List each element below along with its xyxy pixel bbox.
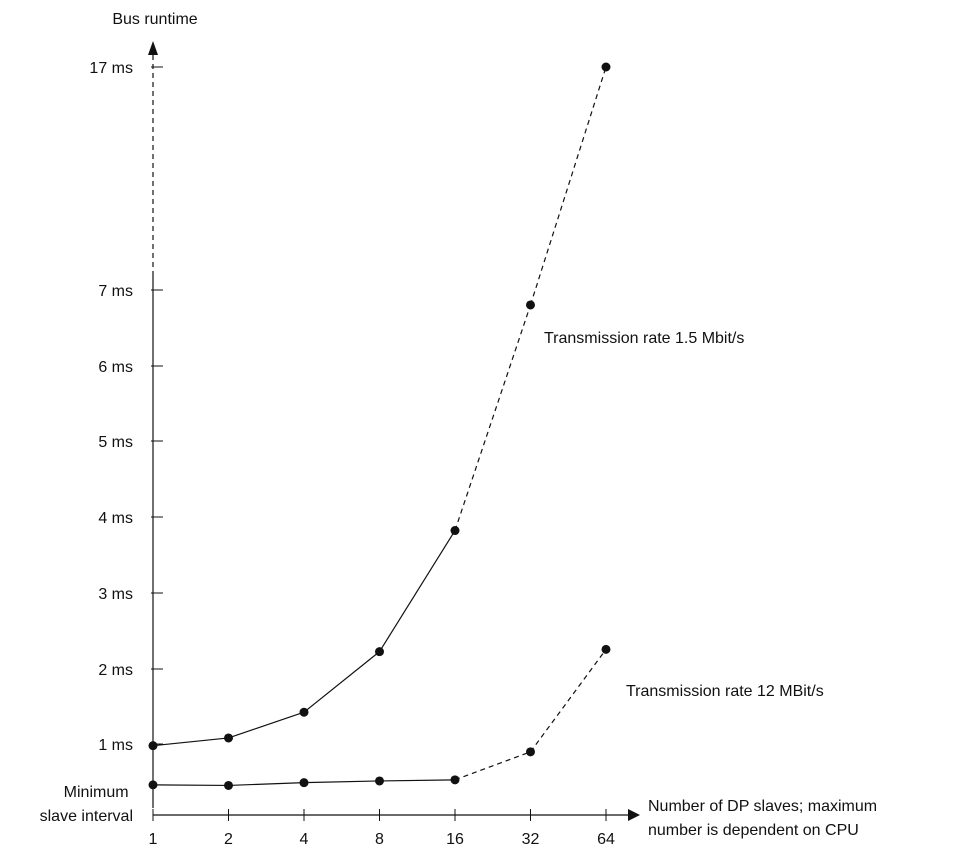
series-0-point	[601, 62, 611, 72]
series-label-12-mbit: Transmission rate 12 MBit/s	[626, 683, 824, 700]
y-tick-label: 1 ms	[98, 737, 133, 754]
y-ticks: 1 ms 2 ms 3 ms 4 ms 5 ms 6 ms 7 ms 17 ms	[89, 60, 163, 754]
y-min-label: Minimum slave interval	[40, 784, 133, 825]
series-layer	[148, 62, 611, 790]
y-axis-arrow	[148, 41, 158, 55]
series-1-segment	[454, 751, 531, 781]
y-tick-label: 7 ms	[98, 283, 133, 300]
series-0-segment	[152, 737, 229, 747]
y-tick-label: 5 ms	[98, 434, 133, 451]
y-tick-label: 2 ms	[98, 662, 133, 679]
x-ticks: 1 2 4 8 16 32 64	[149, 809, 615, 848]
series-1-point	[224, 780, 233, 790]
x-axis-title: Number of DP slaves; maximum number is d…	[648, 798, 882, 839]
x-axis-title-line-1: Number of DP slaves; maximum	[648, 798, 877, 815]
series-1-point	[375, 776, 384, 786]
series-1-point	[148, 780, 158, 790]
series-0-point	[148, 741, 158, 751]
x-axis-arrow	[628, 809, 640, 821]
series-1-point	[299, 778, 309, 788]
series-1-segment	[152, 784, 229, 787]
x-tick-label: 4	[300, 831, 309, 848]
series-1-segment	[228, 782, 305, 787]
y-min-label-line-2: slave interval	[40, 808, 133, 825]
y-min-label-line-1: Minimum	[64, 784, 129, 801]
series-1-segment	[530, 649, 607, 753]
y-axis-title: Bus runtime	[112, 11, 197, 28]
x-tick-label: 32	[522, 831, 540, 848]
y-tick-label: 6 ms	[98, 359, 133, 376]
series-1-point	[450, 775, 460, 785]
series-0-segment	[529, 66, 607, 306]
series-0-segment	[378, 530, 456, 652]
axes	[148, 41, 640, 821]
series-1-point	[526, 747, 535, 757]
x-tick-label: 16	[446, 831, 464, 848]
series-0-point	[526, 300, 535, 310]
series-0-point	[299, 707, 309, 717]
series-1-point	[601, 644, 611, 654]
series-0-segment	[303, 651, 380, 713]
series-0-segment	[454, 304, 532, 531]
series-0-point	[450, 526, 460, 536]
series-1-segment	[303, 780, 380, 784]
y-tick-label: 3 ms	[98, 586, 133, 603]
y-tick-label: 17 ms	[89, 60, 133, 77]
series-0-segment	[228, 711, 305, 739]
x-tick-label: 1	[149, 831, 158, 848]
x-tick-label: 8	[375, 831, 384, 848]
x-tick-label: 64	[597, 831, 615, 848]
x-axis-title-line-2: number is dependent on CPU	[648, 822, 859, 839]
series-0-point	[224, 733, 233, 743]
series-1-segment	[379, 779, 456, 782]
x-tick-label: 2	[224, 831, 233, 848]
series-0-point	[375, 647, 384, 657]
series-label-1-5-mbit: Transmission rate 1.5 Mbit/s	[544, 330, 744, 347]
y-tick-label: 4 ms	[98, 510, 133, 527]
